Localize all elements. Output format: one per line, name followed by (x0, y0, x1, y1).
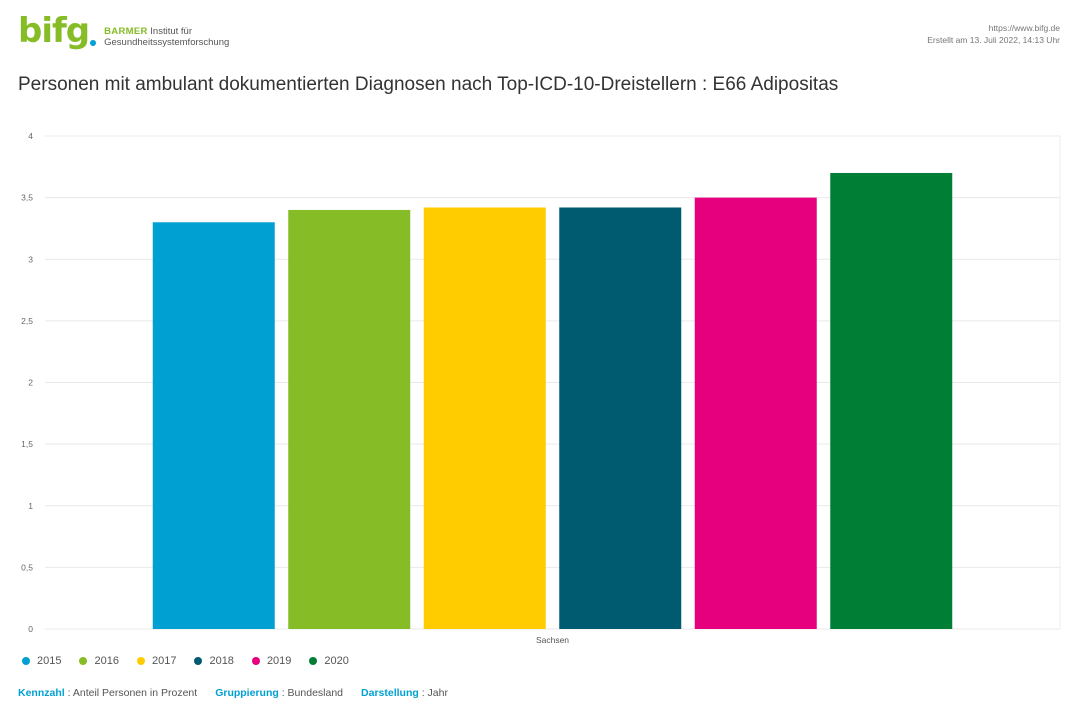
bifg-logo[interactable]: bifg BARMER Institut für Gesundheitssyst… (18, 14, 229, 48)
y-tick-label: 3,5 (21, 193, 33, 203)
legend-item-2020[interactable]: 2020 (309, 655, 349, 667)
y-tick-label: 2,5 (21, 316, 33, 326)
logo-brand: BARMER (104, 26, 148, 37)
legend-item-2019[interactable]: 2019 (251, 655, 292, 667)
bar-chart: 0 0,5 1 1,5 2 2,5 3 3,5 4 Sachsen (21, 131, 1061, 645)
legend-dot-icon (22, 657, 30, 665)
legend-dot-icon (309, 657, 318, 665)
logo-line1: Institut für (150, 26, 192, 37)
meta-url[interactable]: https://www.bifg.de (988, 23, 1060, 33)
bar-2016 (288, 209, 411, 629)
footer-item: Darstellung : Jahr (361, 687, 448, 699)
bar-2015 (152, 222, 275, 629)
legend-label: 2020 (324, 655, 349, 667)
legend-item-2018[interactable]: 2018 (194, 655, 234, 667)
legend-dot-icon (136, 657, 145, 665)
legend-item-2016[interactable]: 2016 (79, 655, 119, 667)
footer-item: Kennzahl : Anteil Personen in Prozent (18, 687, 198, 699)
bar-2019 (694, 197, 817, 629)
logo-line2: Gesundheitssystemforschung (104, 37, 230, 48)
y-tick-label: 1 (28, 501, 33, 511)
footer-key: Darstellung (361, 687, 419, 699)
y-tick-label: 2 (28, 378, 33, 388)
header: bifg BARMER Institut für Gesundheitssyst… (0, 0, 1070, 60)
footer-key: Kennzahl (18, 687, 65, 699)
legend-label: 2018 (209, 655, 234, 667)
meta-created: Erstellt am 13. Juli 2022, 14:13 Uhr (927, 35, 1060, 45)
y-tick-label: 1,5 (21, 439, 33, 449)
legend-dot-icon (251, 657, 260, 665)
bar-2018 (559, 207, 682, 630)
legend-dot-icon (194, 657, 203, 665)
logo-subtitle: BARMER Institut für Gesundheitssystemfor… (104, 26, 229, 48)
logo-wordmark: bifg (18, 11, 90, 51)
chart-legend: 2015 2016 2017 2018 2019 2020 (22, 655, 367, 667)
legend-label: 2017 (151, 655, 177, 667)
legend-item-2017[interactable]: 2017 (136, 655, 177, 667)
legend-label: 2016 (94, 655, 119, 667)
chart-title: Personen mit ambulant dokumentierten Dia… (18, 74, 839, 95)
y-tick-label: 0 (28, 624, 33, 634)
footer-value: Bundesland (287, 687, 344, 699)
y-tick-label: 3 (28, 254, 33, 264)
footer-value: Jahr (427, 687, 448, 699)
y-tick-label: 4 (28, 131, 33, 141)
y-tick-label: 0,5 (21, 562, 33, 572)
legend-item-2015[interactable]: 2015 (22, 655, 61, 667)
bar-2020 (830, 172, 953, 629)
footer-value: Anteil Personen in Prozent (72, 687, 198, 699)
footer-key: Gruppierung (215, 687, 279, 699)
x-category-label: Sachsen (536, 635, 569, 645)
meta-info: https://www.bifg.de Erstellt am 13. Juli… (927, 22, 1060, 46)
footer-item: Gruppierung : Bundesland (215, 687, 344, 699)
legend-label: 2019 (266, 655, 292, 667)
logo-dot-icon (90, 40, 97, 46)
bar-2017 (423, 207, 546, 630)
legend-dot-icon (79, 657, 88, 665)
legend-label: 2015 (37, 655, 62, 667)
chart-footer: Kennzahl : Anteil Personen in Prozent Gru… (18, 687, 466, 699)
